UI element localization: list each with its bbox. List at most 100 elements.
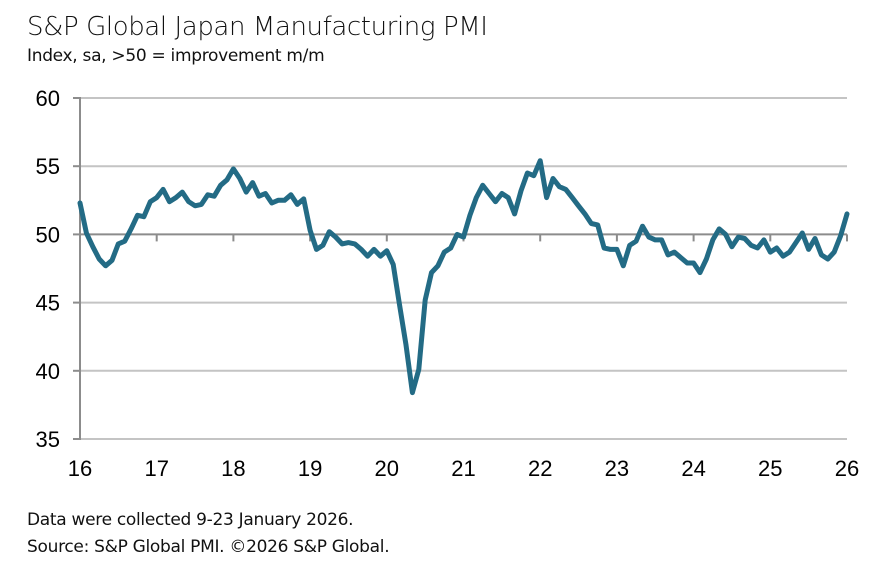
axes — [79, 97, 847, 440]
x-tick-label: 24 — [681, 456, 705, 481]
data-point — [512, 211, 517, 216]
data-point — [435, 263, 440, 268]
data-point — [646, 235, 651, 240]
data-point — [423, 297, 428, 302]
data-point — [487, 191, 492, 196]
data-point — [755, 246, 760, 251]
data-point — [314, 247, 319, 252]
data-point — [800, 231, 805, 236]
data-point — [813, 236, 818, 241]
data-point — [282, 198, 287, 203]
data-point — [793, 240, 798, 245]
x-tick-label: 23 — [605, 456, 629, 481]
data-point — [135, 213, 140, 218]
data-point — [199, 202, 204, 207]
y-tick-label: 60 — [36, 86, 60, 111]
data-point — [704, 257, 709, 262]
x-axis-ticks: 16 17 18 19 20 21 22 23 24 25 26 — [68, 234, 859, 481]
data-point — [698, 270, 703, 275]
data-point — [582, 211, 587, 216]
data-point — [378, 254, 383, 259]
data-point — [845, 211, 850, 216]
data-point — [193, 203, 198, 208]
data-point — [691, 261, 696, 266]
data-point — [538, 158, 543, 163]
data-point — [551, 176, 556, 181]
data-point — [231, 166, 236, 171]
data-point — [729, 244, 734, 249]
data-point — [250, 180, 255, 185]
data-point — [186, 199, 191, 204]
x-tick-label: 19 — [298, 456, 322, 481]
data-point — [838, 233, 843, 238]
data-point — [506, 195, 511, 200]
data-point — [493, 199, 498, 204]
y-axis-ticks: 35 40 45 50 55 60 — [36, 86, 80, 452]
data-point — [832, 250, 837, 255]
data-point — [90, 244, 95, 249]
data-point — [320, 243, 325, 248]
data-point — [167, 199, 172, 204]
data-point — [710, 237, 715, 242]
data-point — [602, 246, 607, 251]
x-tick-label: 26 — [835, 456, 859, 481]
data-point — [774, 246, 779, 251]
x-tick-label: 18 — [221, 456, 245, 481]
data-point — [461, 235, 466, 240]
y-tick-label: 40 — [36, 359, 60, 384]
data-point — [308, 228, 313, 233]
data-point — [685, 261, 690, 266]
x-tick-label: 21 — [451, 456, 475, 481]
data-point — [269, 201, 274, 206]
data-point — [257, 194, 262, 199]
data-point — [288, 192, 293, 197]
source-note: Source: S&P Global PMI. ©2026 S&P Global… — [27, 537, 390, 557]
data-point — [448, 246, 453, 251]
chart-title: S&P Global Japan Manufacturing PMI — [27, 12, 488, 42]
data-point — [340, 241, 345, 246]
series-line-pmi — [77, 158, 850, 396]
data-point — [525, 171, 530, 176]
data-point — [327, 229, 332, 234]
data-point — [301, 196, 306, 201]
series-group — [77, 158, 850, 396]
data-point — [161, 187, 166, 192]
chart-subtitle: Index, sa, >50 = improvement m/m — [27, 46, 325, 66]
data-point — [544, 195, 549, 200]
data-point — [205, 192, 210, 197]
data-point — [116, 241, 121, 246]
data-point — [84, 231, 89, 236]
data-point — [410, 390, 415, 395]
data-point — [397, 303, 402, 308]
data-point — [557, 184, 562, 189]
data-point — [621, 263, 626, 268]
data-point — [825, 257, 830, 262]
data-point — [110, 258, 115, 263]
data-point — [129, 226, 134, 231]
data-point — [595, 222, 600, 227]
data-point — [416, 367, 421, 372]
data-point — [672, 250, 677, 255]
data-point — [352, 241, 357, 246]
data-point — [474, 195, 479, 200]
data-point — [499, 191, 504, 196]
x-tick-label: 25 — [758, 456, 782, 481]
data-point — [384, 248, 389, 253]
data-point — [531, 173, 536, 178]
data-point — [736, 235, 741, 240]
data-point — [346, 240, 351, 245]
y-tick-label: 45 — [36, 291, 60, 316]
x-tick-label: 20 — [375, 456, 399, 481]
data-point — [634, 239, 639, 244]
y-tick-label: 35 — [36, 427, 60, 452]
y-tick-label: 50 — [36, 222, 60, 247]
data-point — [717, 226, 722, 231]
data-point — [295, 202, 300, 207]
data-point — [787, 250, 792, 255]
gridlines — [80, 97, 847, 372]
data-point — [666, 252, 671, 257]
data-point — [781, 254, 786, 259]
data-point — [576, 203, 581, 208]
x-tick-label: 17 — [144, 456, 168, 481]
